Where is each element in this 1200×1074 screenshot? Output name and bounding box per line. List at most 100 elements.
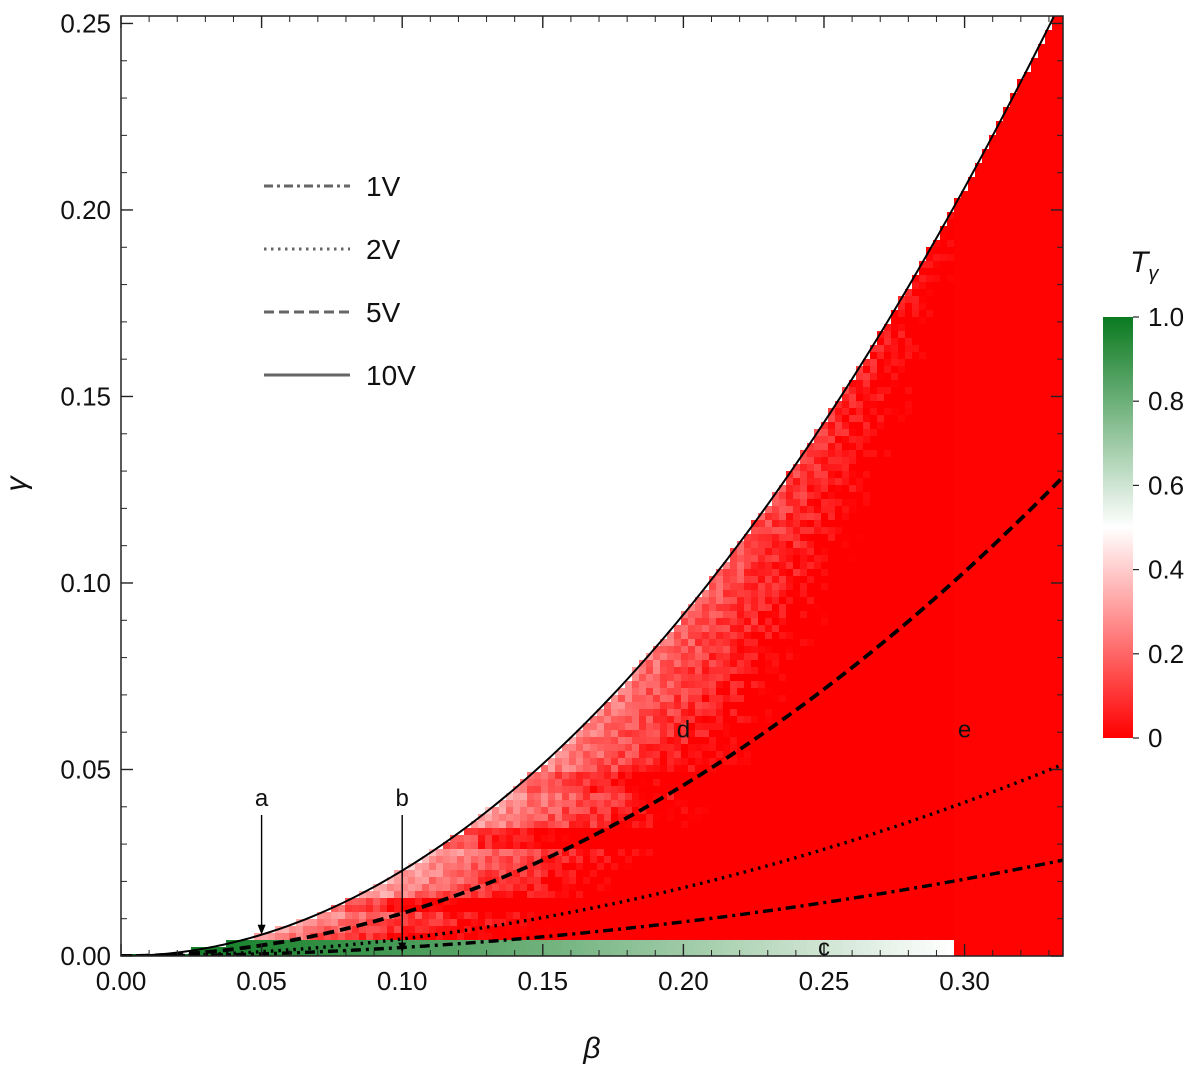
heat-cell xyxy=(975,254,983,262)
heat-cell xyxy=(471,821,479,829)
heat-cell xyxy=(912,485,920,493)
heat-cell xyxy=(723,674,731,682)
heat-cell xyxy=(814,807,822,815)
heat-cell xyxy=(632,849,640,857)
heat-cell xyxy=(667,793,675,801)
heat-cell xyxy=(982,422,990,430)
heat-cell xyxy=(898,380,906,388)
heat-cell xyxy=(569,954,577,956)
heat-cell xyxy=(814,576,822,584)
heat-cell xyxy=(884,737,892,745)
heat-cell xyxy=(954,716,962,724)
heat-cell xyxy=(898,646,906,654)
heat-cell xyxy=(905,485,913,493)
heat-cell xyxy=(709,765,717,773)
heat-cell xyxy=(807,744,815,752)
heat-cell xyxy=(982,646,990,654)
heat-cell xyxy=(835,576,843,584)
heat-cell xyxy=(625,877,633,885)
heat-cell xyxy=(954,373,962,381)
heat-cell xyxy=(940,744,948,752)
heat-cell xyxy=(821,583,829,591)
heat-cell xyxy=(947,380,955,388)
heat-cell xyxy=(870,905,878,913)
heat-cell xyxy=(961,394,969,402)
heat-cell xyxy=(653,653,661,661)
heat-cell xyxy=(772,576,780,584)
heat-cell xyxy=(681,954,689,956)
heat-cell xyxy=(975,814,983,822)
heat-cell xyxy=(674,863,682,871)
heat-cell xyxy=(723,569,731,577)
heat-cell xyxy=(590,856,598,864)
heat-cell xyxy=(590,814,598,822)
heat-cell xyxy=(961,436,969,444)
heat-cell xyxy=(940,765,948,773)
heat-cell xyxy=(828,667,836,675)
heat-cell xyxy=(450,877,458,885)
heat-cell xyxy=(870,709,878,717)
heat-cell xyxy=(863,716,871,724)
heat-cell xyxy=(611,891,619,899)
heat-cell xyxy=(751,744,759,752)
heat-cell xyxy=(891,702,899,710)
heat-cell xyxy=(982,814,990,822)
heat-cell xyxy=(828,653,836,661)
heat-cell xyxy=(478,940,486,948)
heat-cell xyxy=(884,366,892,374)
heat-cell xyxy=(912,828,920,836)
heat-cell xyxy=(464,835,472,843)
heat-cell xyxy=(765,793,773,801)
heat-cell xyxy=(905,681,913,689)
heat-cell xyxy=(975,569,983,577)
heat-cell xyxy=(660,835,668,843)
heat-cell xyxy=(842,877,850,885)
heat-cell xyxy=(576,751,584,759)
heat-cell xyxy=(891,646,899,654)
heat-cell xyxy=(961,457,969,465)
heat-cell xyxy=(800,751,808,759)
heat-cell xyxy=(828,772,836,780)
heat-cell xyxy=(884,583,892,591)
heat-cell xyxy=(954,464,962,472)
heat-cell xyxy=(968,457,976,465)
heat-cell xyxy=(618,919,626,927)
heat-cell xyxy=(667,758,675,766)
heat-cell xyxy=(758,758,766,766)
heat-cell xyxy=(513,807,521,815)
heat-cell xyxy=(800,765,808,773)
heat-cell xyxy=(891,359,899,367)
heat-cell xyxy=(989,443,997,451)
heat-cell xyxy=(380,898,388,906)
heat-cell xyxy=(863,618,871,626)
heat-cell xyxy=(499,877,507,885)
heat-cell xyxy=(625,947,633,955)
heat-cell xyxy=(912,520,920,528)
heat-cell xyxy=(569,772,577,780)
heat-cell xyxy=(933,681,941,689)
heat-cell xyxy=(800,548,808,556)
heat-cell xyxy=(793,800,801,808)
heat-cell xyxy=(254,940,262,948)
heat-cell xyxy=(821,520,829,528)
heat-cell xyxy=(821,632,829,640)
heat-cell xyxy=(905,891,913,899)
heat-cell xyxy=(800,912,808,920)
heat-cell xyxy=(373,905,381,913)
heat-cell xyxy=(786,765,794,773)
heat-cell xyxy=(842,814,850,822)
heat-cell xyxy=(891,569,899,577)
heat-cell xyxy=(695,849,703,857)
heat-cell xyxy=(653,793,661,801)
heat-cell xyxy=(898,919,906,927)
heat-cell xyxy=(933,415,941,423)
heat-cell xyxy=(555,877,563,885)
heat-cell xyxy=(884,345,892,353)
heat-cell xyxy=(681,814,689,822)
heat-cell xyxy=(807,443,815,451)
heat-cell xyxy=(737,877,745,885)
heat-cell xyxy=(849,534,857,542)
heat-cell xyxy=(926,758,934,766)
heat-cell xyxy=(338,940,346,948)
heat-cell xyxy=(961,471,969,479)
